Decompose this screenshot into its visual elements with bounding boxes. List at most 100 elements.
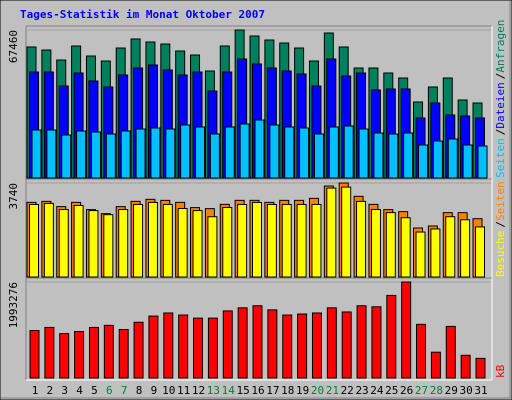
bar [370, 209, 381, 278]
bar [356, 305, 367, 379]
x-tick-label: 30 [460, 384, 473, 397]
bar [343, 125, 354, 179]
x-tick-label: 20 [311, 384, 324, 397]
bar [180, 124, 191, 179]
x-tick-label: 31 [474, 384, 487, 397]
x-tick-label: 8 [136, 384, 143, 397]
bar [44, 326, 55, 379]
x-tick-label: 18 [281, 384, 294, 397]
x-tick-label: 22 [341, 384, 354, 397]
bar [88, 210, 99, 278]
bar [326, 187, 337, 278]
bar [386, 294, 397, 379]
bar [118, 328, 129, 379]
legend: Seiten/Dateien/Anfragen [494, 20, 507, 178]
bar [90, 131, 101, 179]
bar [403, 132, 414, 179]
x-tick-label: 4 [76, 384, 83, 397]
bar [103, 324, 114, 379]
x-tick-label: 3 [61, 384, 68, 397]
bar [460, 354, 471, 379]
x-tick-label: 6 [106, 384, 113, 397]
bar [311, 203, 322, 278]
bar [76, 130, 87, 179]
bar [162, 203, 173, 278]
bar [165, 128, 176, 179]
bar [341, 311, 352, 379]
x-tick-label: 24 [370, 384, 384, 397]
x-tick-label: 9 [151, 384, 158, 397]
x-tick-label: 1 [32, 384, 39, 397]
bar [282, 314, 293, 379]
bar [88, 326, 99, 379]
bar [400, 217, 411, 278]
bar [430, 351, 441, 379]
bar [252, 201, 262, 278]
legend-entry: Seiten [494, 138, 507, 178]
bar [29, 330, 40, 379]
x-tick-label: 21 [326, 384, 339, 397]
bar [297, 313, 308, 379]
bar [195, 126, 206, 179]
x-tick-label: 29 [445, 384, 458, 397]
bar [120, 130, 131, 179]
x-tick-label: 15 [237, 384, 250, 397]
bar [105, 133, 116, 179]
bar [266, 203, 277, 278]
bar [237, 203, 248, 278]
legend: kB [494, 364, 507, 378]
bar [222, 207, 233, 278]
bar [388, 133, 399, 179]
legend-separator: / [494, 221, 507, 228]
y-tick-label: 67460 [7, 30, 20, 63]
bar [31, 129, 42, 179]
bar [29, 203, 39, 278]
x-tick-label: 7 [121, 384, 128, 397]
bar [341, 186, 352, 278]
y-tick-label: 3740 [7, 183, 20, 210]
x-tick-label: 28 [430, 384, 443, 397]
bar [326, 307, 337, 379]
legend-separator: / [494, 129, 507, 136]
bar [150, 127, 161, 179]
x-tick-label: 25 [385, 384, 398, 397]
legend-entry: Besuche [494, 231, 507, 277]
bar [356, 200, 367, 278]
x-tick-label: 19 [296, 384, 309, 397]
bar [254, 119, 265, 179]
bar [222, 310, 233, 379]
legend-entry: kB [494, 364, 507, 378]
bar [239, 123, 250, 179]
bar [462, 144, 473, 179]
bar [296, 203, 307, 278]
bar [371, 306, 382, 379]
x-tick-label: 27 [415, 384, 428, 397]
bar [103, 214, 114, 278]
bar [135, 128, 146, 179]
bar [73, 204, 84, 278]
bar [460, 219, 471, 278]
bar [43, 202, 54, 278]
legend-separator: / [494, 73, 507, 80]
bar [311, 312, 322, 379]
bar [59, 333, 70, 379]
bar [415, 231, 426, 278]
bar [475, 357, 486, 379]
legend: Besuche /Seiten [494, 181, 507, 277]
bar [445, 216, 456, 278]
bar [193, 317, 204, 379]
bar [445, 325, 456, 379]
legend-entry: Anfragen [494, 20, 507, 73]
bar [163, 312, 174, 379]
bar [477, 145, 488, 179]
bar [46, 129, 57, 179]
bar [207, 317, 218, 379]
chart-title: Tages-Statistik im Monat Oktober 2007 [20, 8, 265, 21]
bar [147, 201, 158, 278]
bar [61, 134, 72, 179]
bar [224, 126, 235, 179]
bar [385, 212, 396, 278]
x-tick-label: 10 [162, 384, 175, 397]
bar [148, 315, 159, 379]
